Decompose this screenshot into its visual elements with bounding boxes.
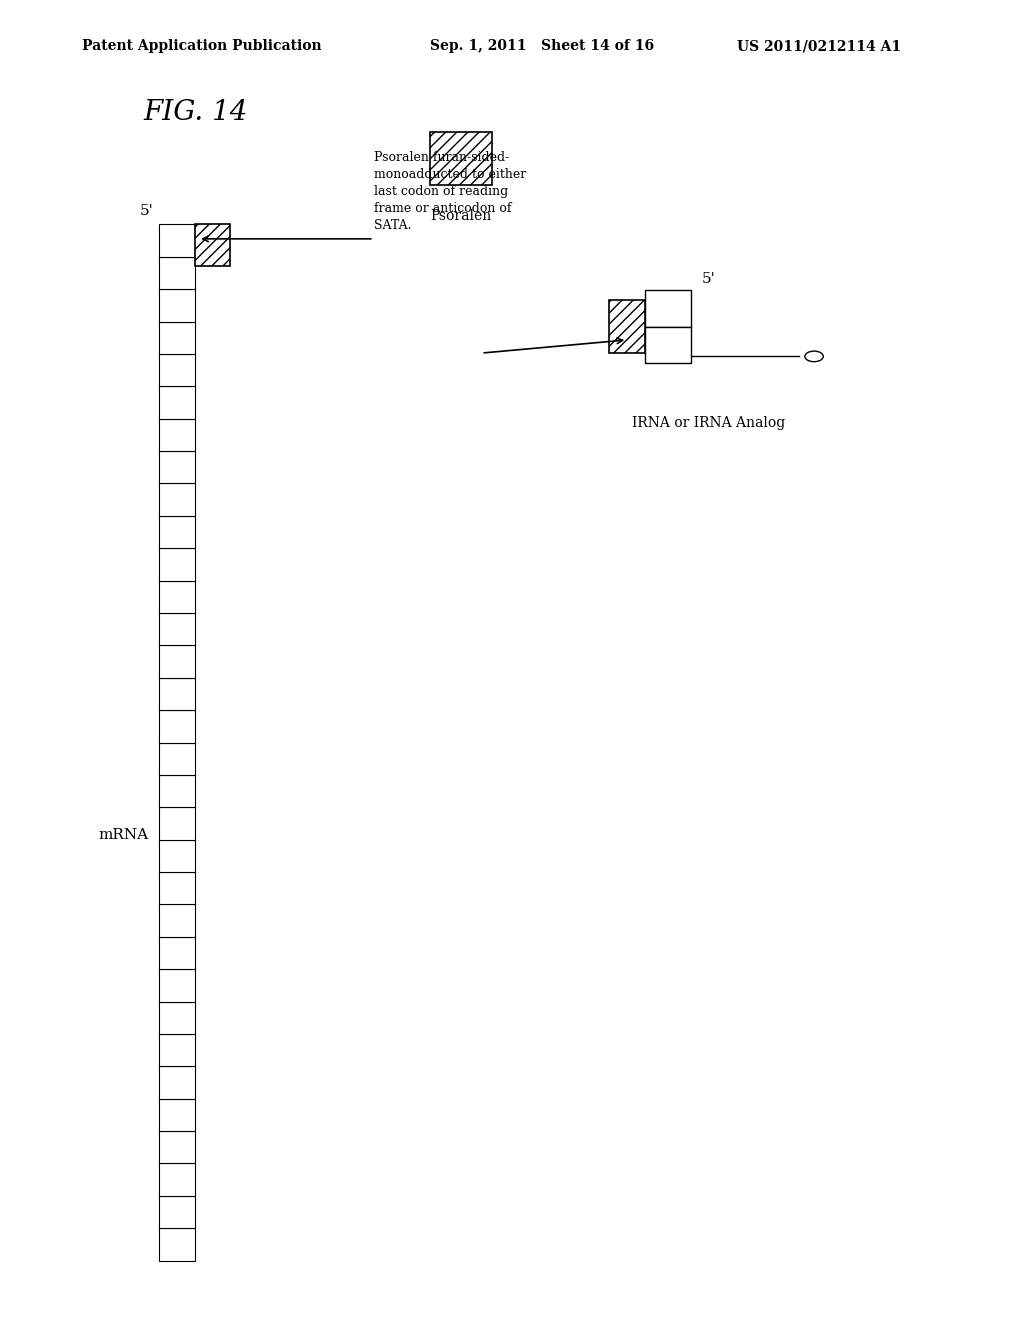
Bar [159,289,195,322]
Bar [159,1131,195,1163]
Bar [159,1067,195,1098]
Bar [159,387,195,418]
Bar [159,904,195,937]
Bar [159,418,195,451]
Text: Psoralen: Psoralen [430,209,492,223]
Text: Sep. 1, 2011   Sheet 14 of 16: Sep. 1, 2011 Sheet 14 of 16 [430,40,654,53]
Bar [159,808,195,840]
Bar [159,322,195,354]
Bar [159,224,195,257]
Bar [159,1002,195,1034]
Bar [430,132,492,185]
Bar [159,742,195,775]
Bar [159,581,195,612]
Bar [159,451,195,483]
Bar [159,710,195,743]
Bar [159,1034,195,1067]
Bar [159,516,195,548]
Bar [159,1163,195,1196]
Bar [159,873,195,904]
Text: US 2011/0212114 A1: US 2011/0212114 A1 [737,40,901,53]
Bar [645,327,691,363]
Bar [159,548,195,581]
Text: FIG. 14: FIG. 14 [143,99,248,125]
Bar [159,1228,195,1261]
Bar [159,775,195,808]
Bar [159,257,195,289]
Ellipse shape [805,351,823,362]
Text: IRNA or IRNA Analog: IRNA or IRNA Analog [633,416,785,430]
Bar [195,224,230,267]
Bar [159,483,195,516]
Bar [159,645,195,677]
Bar [159,840,195,873]
Text: Patent Application Publication: Patent Application Publication [82,40,322,53]
Text: Psoralen furan-sided-
monoadducted to either
last codon of reading
frame or anti: Psoralen furan-sided- monoadducted to ei… [374,152,526,232]
Bar [159,937,195,969]
Text: mRNA: mRNA [98,828,148,842]
Bar [159,354,195,387]
Bar [159,612,195,645]
Bar [159,677,195,710]
Bar [159,1098,195,1131]
Bar [609,301,645,354]
Bar [159,969,195,1002]
Bar [645,290,691,327]
Bar [159,1196,195,1228]
Text: 5': 5' [140,203,154,218]
Text: 5': 5' [701,272,715,286]
